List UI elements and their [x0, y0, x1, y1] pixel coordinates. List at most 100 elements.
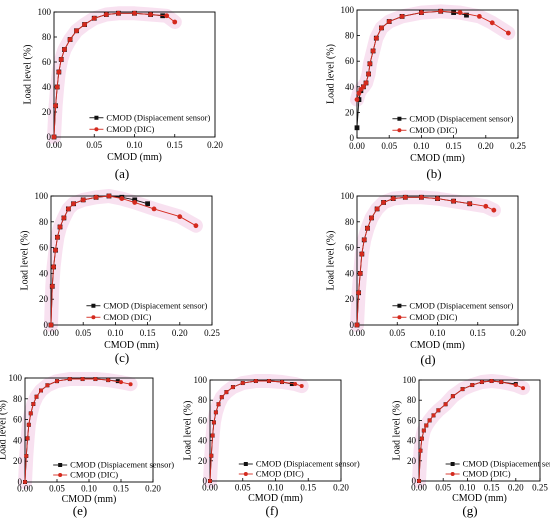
data-point-circle: [424, 423, 429, 428]
data-point-circle: [470, 383, 475, 388]
data-point-circle: [148, 12, 154, 17]
x-tick-label: 0.10: [268, 483, 284, 493]
data-point-circle: [367, 61, 373, 67]
x-tick-label: 0.25: [532, 483, 548, 493]
data-point-circle: [361, 237, 367, 243]
data-point-circle: [354, 97, 360, 102]
panel-b: 0 20 40 60 80 100 0.00 0.05 0.10 0.15 0.20 0.25 CMOD…: [326, 4, 526, 181]
y-tick-label: 80: [13, 394, 23, 404]
data-point-circle: [210, 433, 215, 438]
data-point-circle: [399, 14, 405, 19]
data-point-circle: [103, 12, 109, 17]
data-point-circle: [65, 206, 71, 212]
y-tick-label: 0: [47, 132, 52, 142]
y-tick-label: 0: [350, 320, 355, 330]
panel-caption: (c): [115, 350, 129, 365]
data-point-circle: [49, 283, 55, 289]
y-tick-label: 40: [13, 435, 23, 445]
data-point-circle: [132, 200, 138, 205]
data-point-circle: [164, 13, 170, 19]
legend-entry: CMOD (Dispiacement sensor): [70, 459, 174, 469]
x-tick-label: 0.15: [300, 483, 316, 493]
legend-entry: CMOD (DIC): [409, 125, 457, 135]
data-point-circle: [24, 454, 29, 458]
data-point-circle: [427, 418, 432, 423]
x-tick-label: 0.20: [333, 483, 349, 493]
data-point-circle: [208, 479, 212, 483]
series-line-1: [24, 378, 131, 483]
data-point-circle: [28, 411, 33, 416]
y-tick-label: 100: [341, 5, 355, 15]
y-tick-label: 60: [39, 243, 49, 253]
x-tick-label: 0.05: [389, 328, 405, 338]
y-tick-label: 40: [42, 82, 52, 92]
x-tick-label: 0.10: [127, 140, 143, 150]
data-point-circle: [230, 385, 235, 390]
y-axis-label: Load level (%): [0, 400, 9, 460]
x-tick-label: 0.20: [508, 483, 524, 493]
data-point-circle: [386, 19, 392, 24]
legend-entry: CMOD (DIC): [70, 469, 118, 479]
y-tick-label: 60: [13, 415, 23, 425]
y-tick-label: 40: [198, 436, 208, 446]
legend-marker-circle: [58, 473, 63, 477]
y-tick-label: 80: [345, 217, 355, 227]
x-tick-label: 0.10: [430, 328, 446, 338]
data-point-circle: [132, 10, 137, 16]
legend-marker-square: [397, 116, 402, 121]
x-axis-label: CMOD (mm): [62, 494, 117, 505]
y-tick-label: 20: [407, 456, 417, 466]
x-tick-label: 0.25: [510, 141, 526, 151]
data-point-square: [464, 12, 469, 18]
x-tick-label: 0.15: [470, 328, 486, 338]
data-point-circle: [55, 234, 60, 240]
data-point-circle: [172, 19, 178, 25]
legend-marker-circle: [397, 128, 402, 133]
panel-e: 0 20 40 60 80 100 0.00 0.05 0.10 0.15 0.20 CMOD (mm…: [0, 372, 174, 518]
x-tick-label: 0.10: [108, 328, 124, 338]
data-point-circle: [93, 194, 99, 200]
data-point-circle: [266, 379, 271, 384]
data-point-circle: [193, 223, 199, 229]
data-point-square: [145, 201, 150, 207]
x-tick-label: 0.15: [113, 484, 129, 494]
x-tick-label: 0.05: [381, 141, 397, 151]
y-tick-label: 60: [345, 56, 355, 66]
y-tick-label: 100: [35, 191, 49, 201]
y-tick-label: 100: [341, 191, 355, 201]
x-tick-label: 0.05: [86, 140, 102, 150]
y-tick-label: 40: [39, 268, 49, 278]
legend-entry: CMOD (DIC): [463, 468, 511, 478]
data-point-circle: [374, 206, 380, 212]
legend-entry: CMOD (Dispiacement sensor): [103, 301, 207, 311]
x-tick-label: 0.10: [460, 483, 476, 493]
legend-entry: CMOD (Dispiacement sensor): [106, 113, 210, 123]
legend-marker-circle: [397, 315, 402, 320]
panel-g: 0 20 40 60 80 100 0.00 0.05 0.10 0.15 0.20 0.25 CMOD…: [392, 374, 550, 518]
panel-caption: (d): [420, 352, 435, 367]
legend-entry: CMOD (Dispiacement sensor): [409, 114, 513, 124]
data-point-circle: [443, 402, 448, 407]
plot-frame: [50, 195, 213, 326]
x-tick-label: 0.05: [75, 328, 91, 338]
y-tick-label: 20: [198, 456, 208, 466]
data-point-circle: [61, 215, 67, 221]
data-point-circle: [489, 20, 495, 26]
data-point-circle: [476, 14, 482, 19]
data-point-circle: [356, 90, 362, 96]
y-tick-label: 60: [407, 415, 417, 425]
data-point-circle: [418, 448, 423, 453]
data-point-circle: [45, 383, 50, 388]
plot-frame: [356, 9, 519, 139]
data-point-circle: [505, 30, 511, 36]
data-point-square: [115, 379, 120, 384]
data-point-circle: [80, 377, 85, 382]
data-point-circle: [224, 390, 229, 395]
data-point-circle: [417, 479, 421, 483]
data-point-square: [289, 382, 294, 387]
panel-caption: (b): [426, 166, 441, 181]
legend-entry: CMOD (Dispiacement sensor): [256, 458, 360, 468]
data-point-circle: [51, 264, 56, 270]
data-point-circle: [253, 379, 258, 384]
data-point-circle: [460, 387, 465, 392]
